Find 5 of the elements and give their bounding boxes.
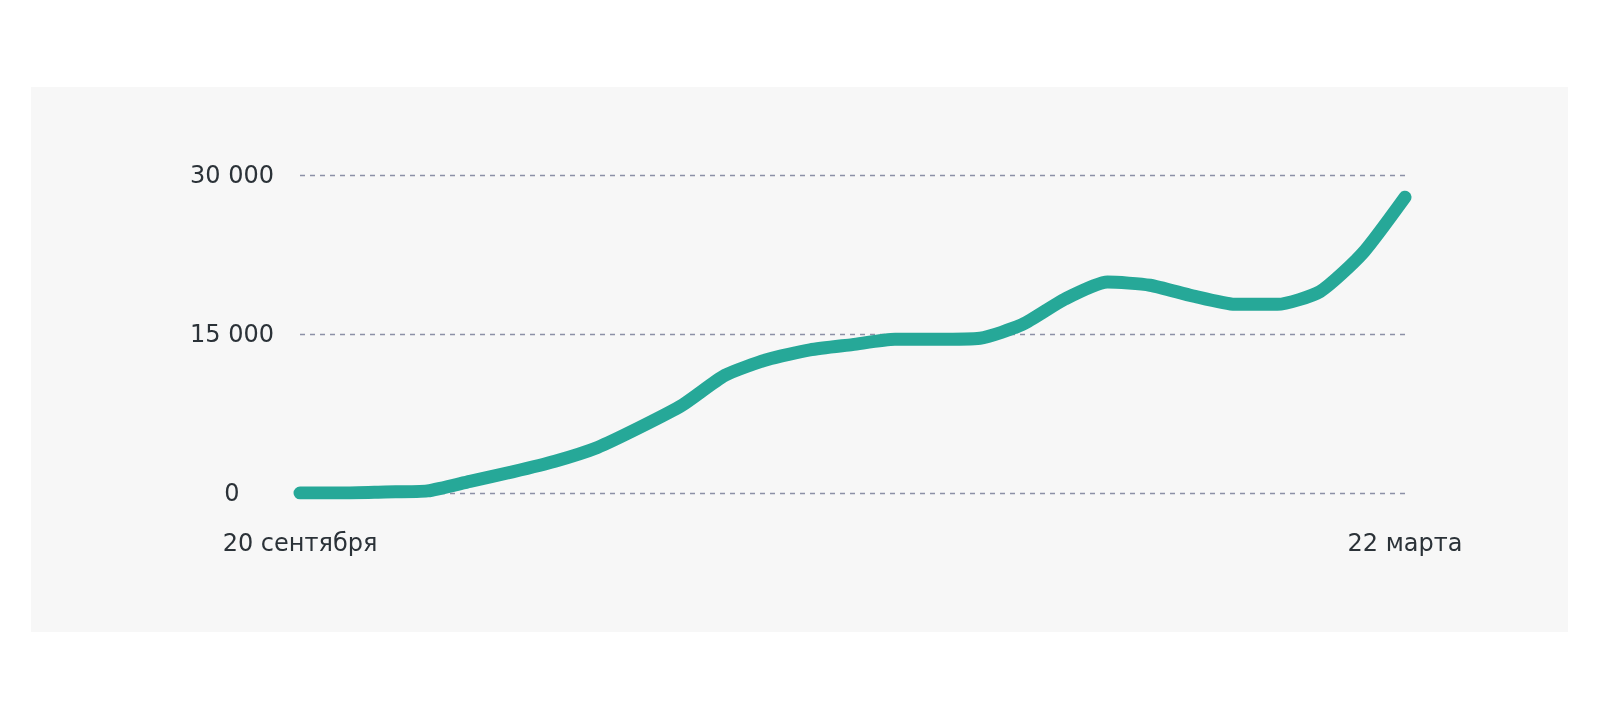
x-tick-label: 22 марта (1347, 529, 1463, 557)
y-tick-label: 0 (224, 479, 240, 507)
y-tick-label: 30 000 (190, 161, 274, 189)
y-tick-label: 15 000 (190, 320, 274, 348)
x-tick-label: 20 сентября (222, 529, 378, 557)
